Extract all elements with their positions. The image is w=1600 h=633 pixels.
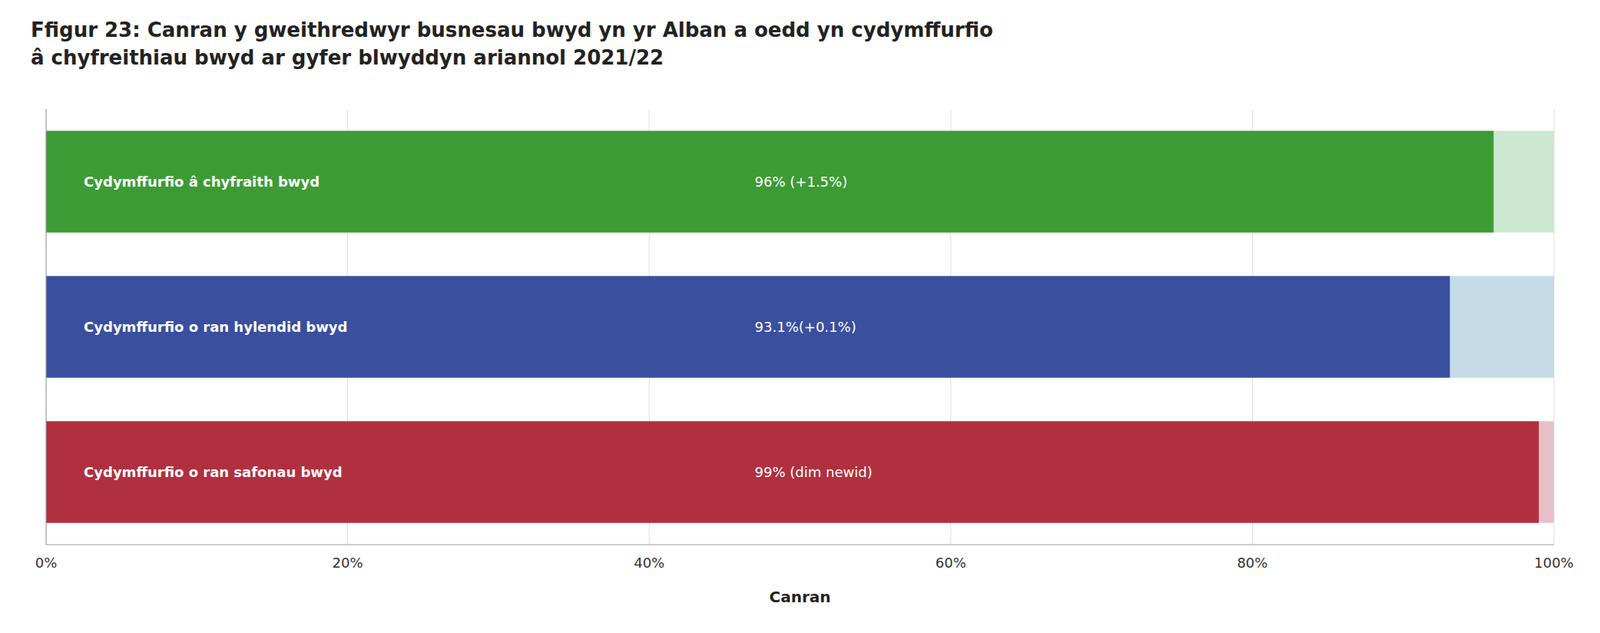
y-axis-line xyxy=(46,109,47,545)
tick-label: 0% xyxy=(35,554,58,571)
bar-labels: Cydymffurfio â chyfraith bwyd 96% (+1.5%)… xyxy=(83,173,873,481)
value-label: 99% (dim newid) xyxy=(755,463,873,481)
background-bar xyxy=(46,275,1554,378)
tick-label: 80% xyxy=(1236,554,1268,571)
category-label: Cydymffurfio o ran hylendid bwyd xyxy=(83,318,348,335)
background-bar xyxy=(46,420,1554,523)
category-label: Cydymffurfio â chyfraith bwyd xyxy=(83,173,320,190)
tick-label: 20% xyxy=(332,554,364,571)
bar xyxy=(46,420,1539,523)
chart-container: Ffigur 23: Canran y gweithredwyr busnesa… xyxy=(0,0,1600,633)
grid-line xyxy=(46,109,47,545)
title: Ffigur 23: Canran y gweithredwyr busnesa… xyxy=(30,18,994,70)
value-label: 93.1%(+0.1%) xyxy=(755,318,857,335)
chart: Ffigur 23: Canran y gweithredwyr busnesa… xyxy=(0,0,1600,633)
grid xyxy=(46,109,1554,545)
background-bar xyxy=(46,130,1554,232)
value-label: 96% (+1.5%) xyxy=(755,173,849,190)
x-axis-label: Canran xyxy=(768,587,831,607)
tick-label: 60% xyxy=(935,554,967,571)
tick-label: 40% xyxy=(633,554,665,571)
bar xyxy=(46,130,1494,232)
tick-label: 100% xyxy=(1533,554,1574,571)
bars xyxy=(46,130,1554,523)
x-axis-line xyxy=(46,544,1554,546)
bar xyxy=(46,275,1451,378)
category-label: Cydymffurfio o ran safonau bwyd xyxy=(83,463,343,481)
